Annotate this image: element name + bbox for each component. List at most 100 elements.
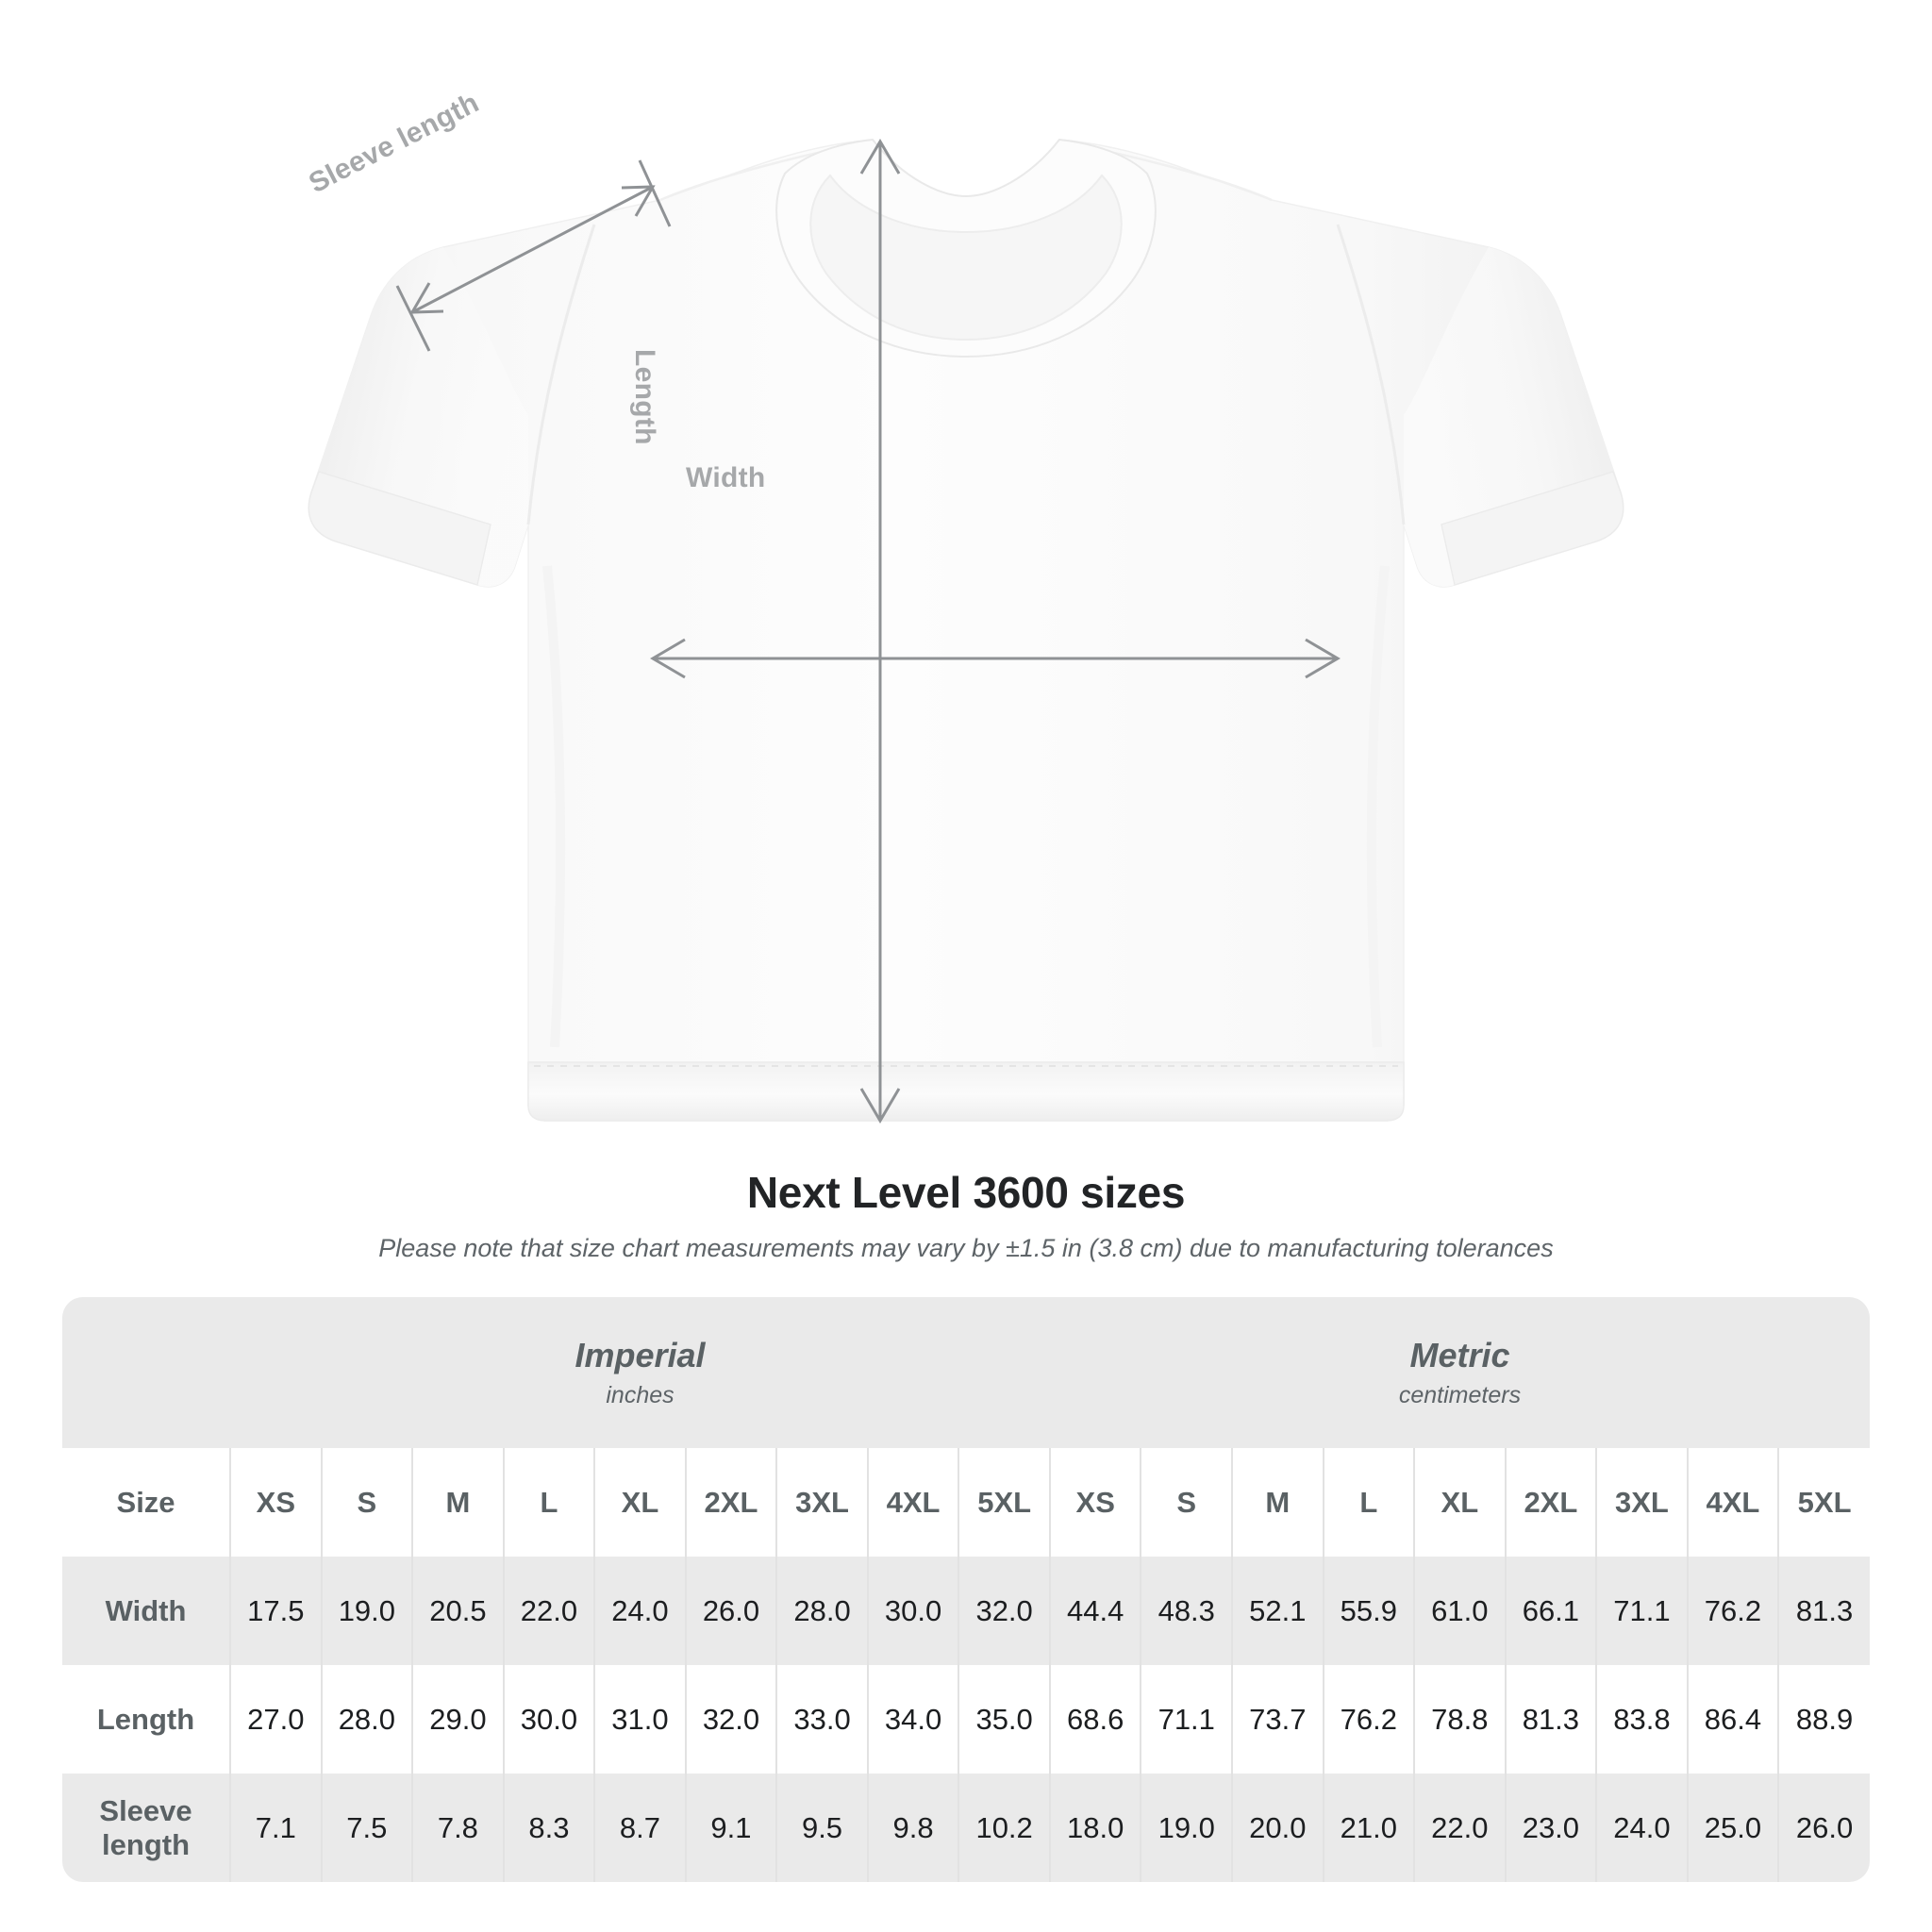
cell-sleeve-length-imperial-3xl: 9.5 — [775, 1774, 868, 1882]
cell-width-metric-s: 48.3 — [1140, 1557, 1233, 1665]
unit-system-unit: centimeters — [1398, 1382, 1522, 1409]
left-armhole-seam — [526, 224, 596, 525]
page-title: Next Level 3600 sizes — [746, 1168, 1186, 1217]
cell-width-imperial-m: 20.5 — [411, 1557, 504, 1665]
cell-length-imperial-4xl: 34.0 — [866, 1665, 959, 1774]
width-arrow-head-left — [650, 638, 686, 679]
cell-sleeve-length-imperial-m: 7.8 — [411, 1774, 504, 1882]
cell-length-metric-l: 76.2 — [1322, 1665, 1415, 1774]
tshirt-diagram: Sleeve length Length Width — [304, 87, 1624, 1124]
cell-sleeve-length-metric-s: 19.0 — [1140, 1774, 1233, 1882]
size-header-row: Size XS S M L XL 2XL 3XL 4XL 5XL XS S M L XL 2XL 3XL 4XL 5… — [62, 1448, 1870, 1557]
cell-width-metric-4xl: 76.2 — [1686, 1557, 1779, 1665]
size-header-cell-4xl: 4XL — [1686, 1448, 1779, 1557]
cell-sleeve-length-metric-xl: 22.0 — [1413, 1774, 1506, 1882]
body-fold-left — [542, 565, 566, 1048]
cell-width-imperial-2xl: 26.0 — [684, 1557, 777, 1665]
sleeve-tick-upper — [638, 159, 672, 227]
cell-length-imperial-xl: 31.0 — [593, 1665, 686, 1774]
cell-width-metric-5xl: 81.3 — [1777, 1557, 1870, 1665]
cell-sleeve-length-metric-xs: 18.0 — [1048, 1774, 1141, 1882]
size-header-cell-s: S — [1140, 1448, 1233, 1557]
unit-system-cell-metric: Metric centimeters — [1049, 1297, 1870, 1448]
row-label-sleeve-length: Sleeve length — [62, 1774, 231, 1882]
cell-length-metric-2xl: 81.3 — [1504, 1665, 1597, 1774]
size-header-cell-s: S — [320, 1448, 413, 1557]
width-label: Width — [686, 462, 766, 493]
size-header-cell-m: M — [1231, 1448, 1324, 1557]
length-arrow-head-top — [859, 139, 901, 175]
unit-system-unit: inches — [606, 1382, 675, 1409]
collar-inner — [809, 174, 1123, 341]
left-sleeve-hem — [308, 471, 491, 586]
unit-system-name: Imperial — [575, 1336, 706, 1375]
cell-sleeve-length-imperial-5xl: 10.2 — [958, 1774, 1050, 1882]
tshirt-illustration — [308, 138, 1624, 1124]
tolerance-note: Please note that size chart measurements… — [378, 1233, 1554, 1262]
cell-sleeve-length-imperial-xl: 8.7 — [593, 1774, 686, 1882]
unit-system-cell-imperial: Imperial inches — [230, 1297, 1050, 1448]
table-row: Sleeve length 7.1 7.5 7.8 8.3 8.7 9.1 9.5 9.8 10.… — [62, 1774, 1870, 1882]
cell-width-imperial-5xl: 32.0 — [958, 1557, 1050, 1665]
table-row: Width 17.5 19.0 20.5 22.0 24.0 26.0 28.0 30.0 32.… — [62, 1557, 1870, 1665]
size-header-cell-l: L — [1322, 1448, 1415, 1557]
cell-sleeve-length-metric-m: 20.0 — [1231, 1774, 1324, 1882]
length-arrow-head-bottom — [859, 1088, 901, 1124]
size-header-cell-m: M — [411, 1448, 504, 1557]
cell-sleeve-length-metric-l: 21.0 — [1322, 1774, 1415, 1882]
cell-length-metric-4xl: 86.4 — [1686, 1665, 1779, 1774]
cell-sleeve-length-imperial-4xl: 9.8 — [866, 1774, 959, 1882]
cell-length-imperial-m: 29.0 — [411, 1665, 504, 1774]
size-table-container: Imperial inches Metric centimeters Size XS S M L… — [62, 1297, 1870, 1882]
unit-system-name: Metric — [1409, 1336, 1510, 1375]
title-block: Next Level 3600 sizes Please note that s… — [0, 1168, 1932, 1263]
sleeve-arrow-line — [411, 185, 654, 314]
size-table: Imperial inches Metric centimeters Size XS S M L… — [62, 1297, 1870, 1882]
cell-width-metric-m: 52.1 — [1231, 1557, 1324, 1665]
cell-width-imperial-4xl: 30.0 — [866, 1557, 959, 1665]
bottom-hem — [527, 1061, 1405, 1122]
cell-length-metric-xs: 68.6 — [1048, 1665, 1141, 1774]
right-armhole-seam — [1336, 224, 1406, 525]
unit-row-spacer — [62, 1297, 231, 1448]
size-header-cell-xs: XS — [229, 1448, 322, 1557]
cell-width-imperial-l: 22.0 — [502, 1557, 595, 1665]
right-sleeve-hem — [1441, 471, 1624, 586]
row-label-length: Length — [62, 1665, 231, 1774]
cell-length-metric-s: 71.1 — [1140, 1665, 1233, 1774]
table-row: Length 27.0 28.0 29.0 30.0 31.0 32.0 33.0 34.0 35… — [62, 1665, 1870, 1774]
cell-width-imperial-xl: 24.0 — [593, 1557, 686, 1665]
cell-sleeve-length-metric-5xl: 26.0 — [1777, 1774, 1870, 1882]
cell-width-metric-xl: 61.0 — [1413, 1557, 1506, 1665]
cell-sleeve-length-imperial-xs: 7.1 — [229, 1774, 322, 1882]
size-header-cell-xl: XL — [1413, 1448, 1506, 1557]
shirt-body-group — [308, 138, 1624, 1122]
cell-length-metric-5xl: 88.9 — [1777, 1665, 1870, 1774]
cell-sleeve-length-imperial-s: 7.5 — [320, 1774, 413, 1882]
cell-width-metric-l: 55.9 — [1322, 1557, 1415, 1665]
size-header-cell-5xl: 5XL — [1777, 1448, 1870, 1557]
size-header-cell-4xl: 4XL — [866, 1448, 959, 1557]
cell-length-imperial-s: 28.0 — [320, 1665, 413, 1774]
size-header-cell-2xl: 2XL — [684, 1448, 777, 1557]
size-header-cell-3xl: 3XL — [775, 1448, 868, 1557]
cell-width-metric-2xl: 66.1 — [1504, 1557, 1597, 1665]
size-header-cell-3xl: 3XL — [1595, 1448, 1688, 1557]
cell-width-metric-xs: 44.4 — [1048, 1557, 1141, 1665]
unit-system-row: Imperial inches Metric centimeters — [62, 1297, 1870, 1448]
size-header-cell-2xl: 2XL — [1504, 1448, 1597, 1557]
cell-length-imperial-xs: 27.0 — [229, 1665, 322, 1774]
measurement-arrows — [395, 139, 1341, 1124]
cell-length-metric-m: 73.7 — [1231, 1665, 1324, 1774]
size-header-cell-xs: XS — [1048, 1448, 1141, 1557]
cell-sleeve-length-imperial-2xl: 9.1 — [684, 1774, 777, 1882]
cell-width-imperial-xs: 17.5 — [229, 1557, 322, 1665]
cell-length-imperial-l: 30.0 — [502, 1665, 595, 1774]
cell-sleeve-length-imperial-l: 8.3 — [502, 1774, 595, 1882]
size-header-cell-xl: XL — [593, 1448, 686, 1557]
cell-sleeve-length-metric-4xl: 25.0 — [1686, 1774, 1779, 1882]
cell-sleeve-length-metric-2xl: 23.0 — [1504, 1774, 1597, 1882]
width-arrow-head-right — [1305, 638, 1341, 679]
row-label-width: Width — [62, 1557, 231, 1665]
